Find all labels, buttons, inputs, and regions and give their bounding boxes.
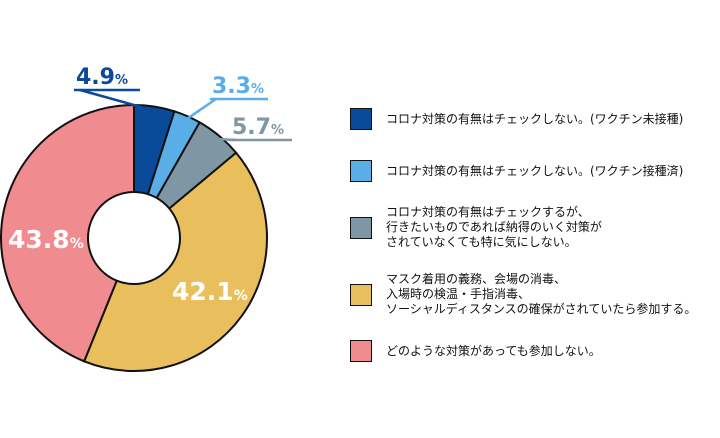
value-label: 42.1%	[172, 277, 248, 306]
legend-item-check-but-dont-mind: コロナ対策の有無はチェックするが、 行きたいものであれば納得のいく対策が されて…	[350, 205, 602, 250]
legend-item-unvaccinated-no-check: コロナ対策の有無はチェックしない。(ワクチン未接種)	[350, 108, 683, 130]
leader-lines	[74, 88, 292, 142]
leader-line	[184, 97, 217, 121]
legend-swatch	[350, 340, 372, 362]
value-labels: 4.9% 3.3% 5.7% 42.1% 43.8%	[8, 65, 284, 306]
legend-label: コロナ対策の有無はチェックしない。(ワクチン接種済)	[386, 163, 684, 178]
donut-hole	[87, 191, 181, 285]
legend-item-never-join: どのような対策があっても参加しない。	[350, 340, 601, 362]
value-label: 5.7%	[232, 115, 284, 140]
slice-join-if-measures	[82, 151, 268, 372]
legend-swatch	[350, 216, 372, 239]
legend-label: マスク着用の義務、会場の消毒、 入場時の検温・手指消毒、 ソーシャルディスタンス…	[386, 272, 697, 316]
legend: コロナ対策の有無はチェックしない。(ワクチン未接種) コロナ対策の有無はチェック…	[350, 0, 720, 438]
leader-line	[79, 88, 155, 112]
legend-swatch	[350, 283, 372, 306]
value-label: 3.3%	[212, 74, 264, 99]
legend-label: コロナ対策の有無はチェックしない。(ワクチン未接種)	[386, 111, 684, 126]
leader-line	[216, 137, 237, 142]
slice-never-join	[0, 103, 135, 363]
legend-label: コロナ対策の有無はチェックするが、 行きたいものであれば納得のいく対策が されて…	[386, 205, 602, 249]
legend-item-vaccinated-no-check: コロナ対策の有無はチェックしない。(ワクチン接種済)	[350, 160, 683, 182]
value-label: 4.9%	[76, 65, 128, 90]
legend-item-join-if-measures: マスク着用の義務、会場の消毒、 入場時の検温・手指消毒、 ソーシャルディスタンス…	[350, 272, 696, 317]
legend-swatch	[350, 160, 372, 182]
legend-swatch	[350, 108, 372, 130]
legend-label: どのような対策があっても参加しない。	[386, 343, 601, 358]
value-label: 43.8%	[8, 225, 84, 254]
